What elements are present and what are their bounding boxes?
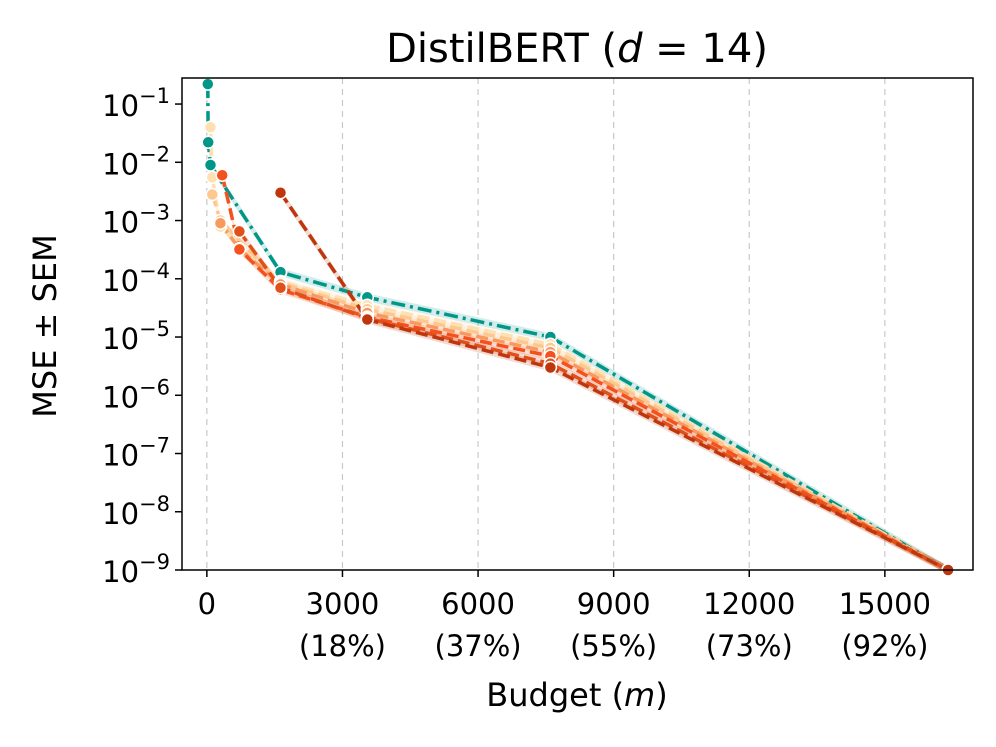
error-bands xyxy=(207,80,949,574)
data-point xyxy=(203,120,218,134)
series-line xyxy=(279,191,949,572)
x-tick-sublabel: (73%) xyxy=(706,629,793,663)
x-tick-sublabel: (18%) xyxy=(299,629,386,663)
y-tick-label: 10−6 xyxy=(102,375,170,414)
data-point xyxy=(232,224,247,239)
x-tick-label: 9000 xyxy=(577,587,651,621)
series-line xyxy=(206,84,949,572)
y-tick-label: 10−7 xyxy=(102,434,170,473)
data-point xyxy=(543,360,558,375)
series-lines xyxy=(206,84,949,572)
data-point xyxy=(273,185,288,200)
x-tick-sublabel: (55%) xyxy=(570,629,657,663)
plot-frame xyxy=(181,77,974,571)
data-point xyxy=(201,77,215,91)
y-axis-label: MSE ± SEM xyxy=(26,234,64,417)
series-line xyxy=(220,174,949,572)
x-axis-ticks: 0 3000 (18%) 6000 (37%) 9000 (55%) 12000 (73%) 15… xyxy=(198,570,931,663)
x-tick-sublabel: (92%) xyxy=(841,629,928,663)
y-tick-label: 10−9 xyxy=(102,550,170,589)
y-tick-label: 10−1 xyxy=(102,84,170,123)
data-point xyxy=(203,158,218,172)
x-tick-label: 12000 xyxy=(703,587,795,621)
data-point xyxy=(213,216,228,230)
grid-lines xyxy=(206,78,886,570)
y-tick-label: 10−2 xyxy=(102,142,170,181)
x-tick-label: 6000 xyxy=(441,587,515,621)
y-tick-label: 10−8 xyxy=(102,492,170,531)
data-point xyxy=(205,187,220,202)
data-point xyxy=(201,135,215,150)
error-band xyxy=(207,80,949,574)
y-tick-label: 10−3 xyxy=(102,201,170,240)
x-tick-label: 15000 xyxy=(839,587,931,621)
error-band xyxy=(239,227,949,574)
y-tick-label: 10−4 xyxy=(102,259,170,298)
x-tick-label: 0 xyxy=(198,587,216,621)
data-point xyxy=(232,242,247,257)
y-axis-ticks: 10−1 10−2 10−3 10−4 10−5 10−6 10−7 10−8 10−9 xyxy=(102,84,182,589)
error-band xyxy=(220,219,949,574)
x-tick-label: 3000 xyxy=(306,587,380,621)
data-point xyxy=(215,168,229,182)
data-point xyxy=(273,281,288,295)
x-axis-label: Budget (m) xyxy=(486,676,667,714)
y-tick-label: 10−5 xyxy=(102,317,170,356)
data-point xyxy=(360,312,375,327)
x-tick-sublabel: (37%) xyxy=(435,629,522,663)
series-markers xyxy=(201,77,955,577)
chart-title: DistilBERT (d = 14) xyxy=(386,26,768,72)
